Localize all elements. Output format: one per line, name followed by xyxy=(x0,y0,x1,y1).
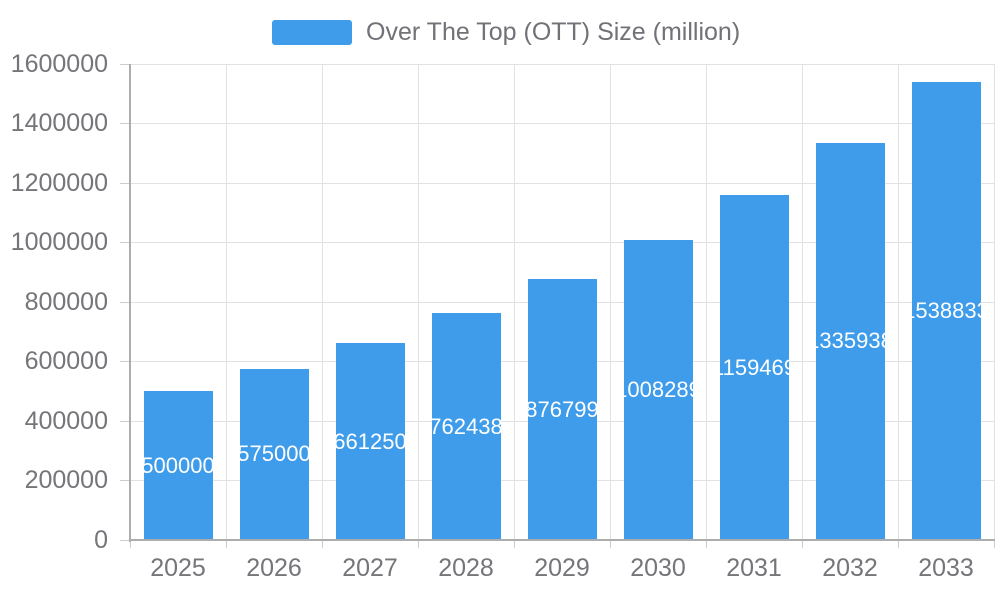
y-axis-tick xyxy=(120,480,130,481)
y-gridline xyxy=(130,182,994,184)
x-axis-line xyxy=(129,539,995,541)
bar-value-label: 876799 xyxy=(527,396,597,422)
bar-value-label: 661250 xyxy=(335,428,405,454)
bar-2029[interactable]: 876799 xyxy=(527,279,597,540)
bar-value-label: 1159469 xyxy=(720,354,789,380)
y-axis-tick xyxy=(120,361,130,362)
bar-2031[interactable]: 1159469 xyxy=(719,195,789,540)
x-gridline xyxy=(993,64,995,540)
bar-2028[interactable]: 762438 xyxy=(431,313,501,540)
x-gridline xyxy=(417,64,419,540)
y-axis-tick xyxy=(120,420,130,422)
y-gridline xyxy=(130,123,994,124)
bar-2027[interactable]: 661250 xyxy=(335,343,405,540)
legend-swatch-icon xyxy=(272,19,352,45)
x-axis-label: 2030 xyxy=(630,554,686,582)
x-axis-tick xyxy=(417,540,419,548)
y-axis-tick xyxy=(120,123,130,124)
y-gridline xyxy=(130,63,994,65)
y-axis-label: 400000 xyxy=(24,406,108,435)
bar-value-label: 1008289 xyxy=(624,377,693,402)
bar-value-label: 1335938 xyxy=(816,328,885,354)
bar-2025[interactable]: 500000 xyxy=(143,391,213,540)
x-gridline xyxy=(321,64,323,540)
y-axis-tick xyxy=(120,63,130,65)
x-gridline xyxy=(705,64,707,540)
bar-2030[interactable]: 1008289 xyxy=(623,240,693,540)
bar-value-label: 762438 xyxy=(431,413,501,439)
y-axis-label: 1600000 xyxy=(10,49,108,78)
x-axis-tick xyxy=(897,540,899,548)
y-axis-label: 1200000 xyxy=(10,168,108,197)
x-axis-tick xyxy=(225,540,227,548)
x-axis-label: 2026 xyxy=(246,554,302,582)
x-axis-label: 2027 xyxy=(342,554,398,582)
x-axis-label: 2028 xyxy=(438,554,494,582)
x-axis-label: 2029 xyxy=(534,554,590,582)
y-axis-label: 1000000 xyxy=(10,228,108,256)
x-axis-tick xyxy=(993,540,995,548)
x-gridline xyxy=(513,64,515,540)
x-axis-tick xyxy=(513,540,515,548)
x-axis-tick xyxy=(705,540,707,548)
y-axis-label: 800000 xyxy=(24,287,108,316)
x-gridline xyxy=(801,64,803,540)
x-axis-label: 2031 xyxy=(726,554,782,582)
y-axis-line xyxy=(129,64,131,542)
x-axis-tick xyxy=(609,540,611,548)
bar-value-label: 575000 xyxy=(239,441,309,467)
bar-2033[interactable]: 1538833 xyxy=(911,82,981,540)
y-axis-tick xyxy=(120,539,130,541)
x-axis-label: 2033 xyxy=(918,554,974,582)
x-axis-label: 2025 xyxy=(150,554,206,582)
y-axis-label: 200000 xyxy=(24,466,108,494)
x-axis-tick xyxy=(129,540,131,548)
x-gridline xyxy=(225,64,227,540)
x-axis-label: 2032 xyxy=(822,554,878,582)
legend-label: Over The Top (OTT) Size (million) xyxy=(366,18,741,46)
y-axis-label: 0 xyxy=(94,525,108,554)
x-axis-tick xyxy=(801,540,803,548)
y-axis-tick xyxy=(120,301,130,303)
x-gridline xyxy=(897,64,899,540)
y-axis-label: 600000 xyxy=(24,347,108,375)
y-axis-label: 1400000 xyxy=(10,109,108,137)
bar-2026[interactable]: 575000 xyxy=(239,368,309,540)
x-gridline xyxy=(609,64,611,540)
bar-2032[interactable]: 1335938 xyxy=(815,142,885,540)
y-axis-tick xyxy=(120,182,130,184)
bar-value-label: 500000 xyxy=(143,452,213,478)
x-axis-tick xyxy=(321,540,323,548)
legend-item[interactable]: Over The Top (OTT) Size (million) xyxy=(272,17,740,47)
y-axis-tick xyxy=(120,242,130,243)
y-gridline xyxy=(130,242,994,243)
bar-value-label: 1538833 xyxy=(912,298,981,324)
